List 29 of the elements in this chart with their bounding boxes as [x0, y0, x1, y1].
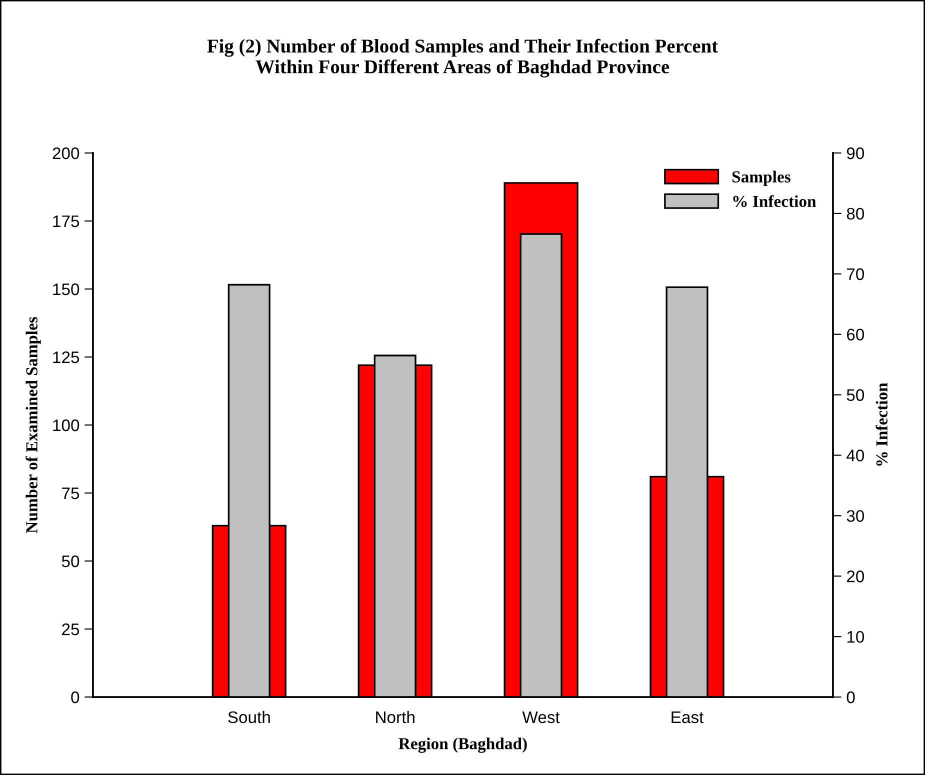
y2-tick-label: 0: [846, 691, 855, 704]
y-tick-label: 75: [62, 488, 80, 500]
y-axis-title: Number of Examined Samples: [26, 316, 41, 534]
x-tick-label: South: [228, 710, 270, 724]
y2-tick-label: 20: [846, 570, 864, 582]
y-tick-label: 125: [53, 351, 80, 364]
y2-tick-label: 50: [846, 389, 864, 401]
x-tick-label: East: [672, 712, 704, 724]
legend-label: % Infection: [733, 195, 816, 208]
x-axis-title: Region (Baghdad): [398, 738, 527, 753]
chart-title: Fig (2) Number of Blood Samples and Their Infection Percent Within Four Different Areas of Baghdad Province: [207, 38, 718, 78]
y2-tick-label: 40: [846, 450, 864, 462]
y-tick-label: 25: [62, 623, 80, 636]
legend-label: Samples: [732, 170, 790, 186]
y2-axis-title: % Infection: [876, 382, 888, 466]
x-tick-label: North: [376, 710, 414, 724]
y-tick-label: 0: [71, 691, 80, 704]
y2-tick-label: 10: [847, 630, 864, 643]
y-tick-label: 200: [52, 147, 80, 160]
y2-tick-label: 70: [847, 268, 864, 280]
y-tick-label: 50: [62, 555, 80, 568]
y2-tick-label: 80: [846, 208, 864, 220]
y2-tick-label: 30: [846, 510, 864, 522]
x-tick-label: West: [522, 712, 560, 724]
y2-tick-label: 90: [846, 147, 864, 160]
y2-tick-label: 60: [847, 328, 864, 341]
y-tick-label: 175: [53, 216, 80, 228]
y-tick-label: 150: [53, 283, 80, 296]
y-tick-label: 100: [53, 419, 80, 432]
